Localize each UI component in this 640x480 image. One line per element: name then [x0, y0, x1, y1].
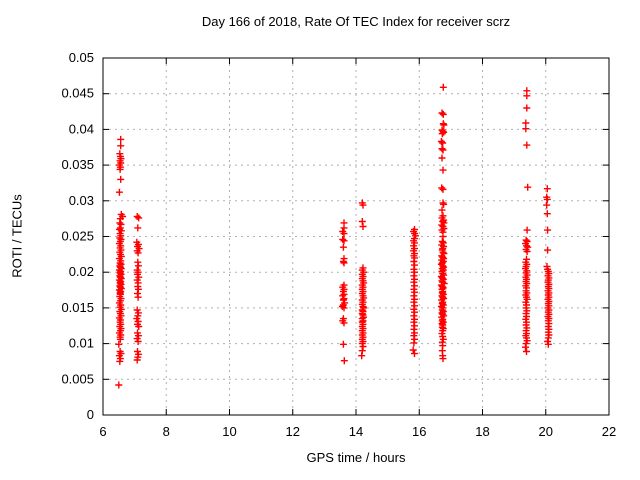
data-points: [115, 83, 553, 389]
y-tick-labels: 0 0.005 0.01 0.015 0.02 0.025 0.03 0.035 0.04 0.0…: [61, 50, 94, 422]
svg-text:0.005: 0.005: [61, 371, 94, 386]
svg-text:20: 20: [539, 424, 553, 439]
svg-text:0.04: 0.04: [69, 121, 94, 136]
svg-text:16: 16: [412, 424, 426, 439]
svg-text:0.025: 0.025: [61, 229, 94, 244]
svg-text:0: 0: [87, 407, 94, 422]
x-axis-label: GPS time / hours: [306, 450, 406, 465]
svg-text:10: 10: [222, 424, 236, 439]
svg-text:14: 14: [349, 424, 363, 439]
svg-text:0.01: 0.01: [69, 336, 94, 351]
svg-text:0.045: 0.045: [61, 86, 94, 101]
grid-lines: [103, 58, 609, 415]
svg-text:12: 12: [286, 424, 300, 439]
svg-text:0.015: 0.015: [61, 300, 94, 315]
svg-text:6: 6: [99, 424, 106, 439]
svg-text:0.035: 0.035: [61, 157, 94, 172]
svg-text:0.02: 0.02: [69, 264, 94, 279]
svg-text:0.05: 0.05: [69, 50, 94, 65]
plot-border: [102, 57, 610, 416]
x-tick-labels: 6 8 10 12 14 16 18 20 22: [99, 424, 616, 439]
svg-text:0.03: 0.03: [69, 193, 94, 208]
chart-title: Day 166 of 2018, Rate Of TEC Index for r…: [201, 14, 511, 29]
svg-text:22: 22: [602, 424, 616, 439]
svg-text:8: 8: [163, 424, 170, 439]
svg-text:18: 18: [475, 424, 489, 439]
